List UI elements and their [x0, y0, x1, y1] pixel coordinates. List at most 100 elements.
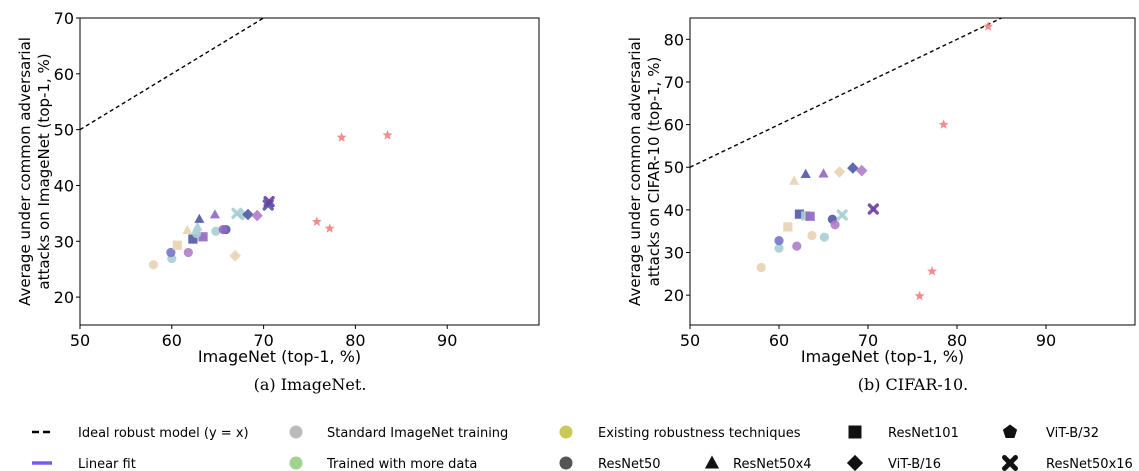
legend-label: Standard ImageNet training [327, 426, 508, 441]
data-point-circle [148, 260, 159, 270]
data-point-circle [756, 262, 766, 273]
legend: Ideal robust model (y = x) Linear fit Stan… [32, 424, 1133, 471]
legend-symbol-pentagon [1002, 424, 1018, 438]
y-tick-label: 60 [664, 116, 684, 135]
y-tick-label: 20 [54, 288, 74, 307]
legend-item: ResNet50x4 [704, 455, 812, 471]
y-tick-label: 80 [664, 30, 684, 49]
legend-label: Existing robustness techniques [598, 426, 801, 441]
legend-item: Existing robustness techniques [559, 425, 801, 441]
y-axis-label: attacks on CIFAR-10 (top-1, %) [645, 57, 663, 287]
data-point-circle [211, 226, 221, 236]
legend-label: ViT-B/16 [888, 457, 941, 471]
legend-label: Trained with more data [326, 457, 477, 471]
y-tick-label: 30 [54, 232, 74, 251]
data-point-diamond [833, 166, 846, 178]
legend-label: ResNet50x16 [1046, 457, 1133, 471]
data-point-cross [867, 203, 879, 215]
legend-symbol-circle [559, 425, 573, 439]
data-points [756, 21, 994, 301]
cross-stroke [836, 209, 848, 221]
legend-label: ResNet50 [598, 457, 661, 471]
cross-stroke [1002, 455, 1018, 471]
data-points [148, 130, 393, 270]
cross-stroke [867, 203, 879, 215]
data-point-star [938, 119, 949, 129]
data-point-cross [263, 196, 275, 208]
legend-symbol-circle [559, 456, 573, 470]
y-axis-label: Average under common adversarial [16, 37, 34, 306]
data-point-star [927, 266, 938, 276]
ideal-robust-line [80, 18, 265, 131]
legend-label: Linear fit [78, 457, 136, 471]
y-tick-label: 60 [54, 65, 74, 84]
x-axis-label: ImageNet (top-1, %) [801, 347, 964, 366]
data-point-triangle [192, 221, 203, 231]
legend-item: Standard ImageNet training [289, 425, 508, 441]
data-point-diamond [229, 250, 241, 262]
x-axis-label: ImageNet (top-1, %) [198, 347, 361, 366]
data-point-diamond [251, 209, 263, 222]
legend-symbol-circle [289, 425, 303, 439]
x-tick-label: 80 [947, 331, 967, 350]
data-point-square [188, 234, 198, 244]
x-tick-label: 90 [437, 331, 457, 350]
panel-caption: (b) CIFAR-10. [858, 375, 969, 394]
legend-item: Trained with more data [289, 456, 477, 471]
data-point-star [382, 130, 393, 140]
y-tick-label: 30 [664, 244, 684, 263]
legend-item: ResNet50x16 [1002, 455, 1133, 471]
y-axis-label: attacks on ImageNet (top-1, %) [35, 53, 53, 289]
data-point-triangle [800, 168, 811, 178]
x-tick-label: 50 [680, 331, 700, 350]
data-point-circle [807, 230, 817, 241]
legend-label: Ideal robust model (y = x) [78, 426, 249, 441]
legend-item: Ideal robust model (y = x) [32, 426, 249, 441]
data-point-triangle [194, 213, 205, 223]
data-point-circle [774, 235, 784, 246]
legend-label: ViT-B/32 [1046, 426, 1099, 441]
x-tick-label: 60 [769, 331, 789, 350]
data-point-square [783, 222, 793, 232]
data-point-diamond [242, 208, 254, 221]
cross-stroke [231, 207, 243, 219]
panel-caption: (a) ImageNet. [254, 375, 367, 394]
data-point-circle [774, 243, 784, 253]
data-point-circle [183, 247, 193, 258]
data-point-circle [218, 224, 228, 235]
data-point-star [983, 21, 994, 31]
legend-symbol-circle [289, 456, 303, 470]
x-tick-label: 90 [1036, 331, 1056, 350]
data-point-diamond [856, 164, 868, 177]
data-point-square [794, 209, 805, 219]
data-point-square [198, 232, 208, 242]
data-point-triangle [209, 209, 220, 219]
y-tick-label: 50 [664, 158, 684, 177]
x-tick-label: 70 [253, 331, 273, 350]
legend-item: ResNet50 [559, 456, 661, 471]
x-tick-label: 80 [345, 331, 365, 350]
legend-label: ResNet50x4 [733, 457, 812, 471]
data-point-circle [830, 220, 840, 230]
x-tick-label: 60 [162, 331, 182, 350]
legend-item: ResNet101 [848, 425, 959, 441]
y-tick-label: 70 [54, 9, 74, 28]
ideal-robust-line [690, 18, 1004, 168]
x-tick-label: 70 [858, 331, 878, 350]
plot-frame [689, 17, 1136, 326]
data-point-circle [191, 228, 202, 239]
data-point-star [914, 290, 925, 301]
data-point-square [805, 211, 815, 221]
data-point-star [336, 132, 347, 142]
data-point-cross [836, 209, 848, 221]
data-point-circle [792, 241, 802, 251]
y-tick-label: 40 [54, 176, 74, 195]
legend-symbol-cross [1002, 455, 1018, 471]
x-tick-label: 50 [70, 331, 90, 350]
legend-symbol-triangle [704, 455, 720, 469]
data-point-diamond [847, 162, 859, 174]
cross-stroke [263, 196, 275, 208]
data-point-square [172, 240, 182, 250]
